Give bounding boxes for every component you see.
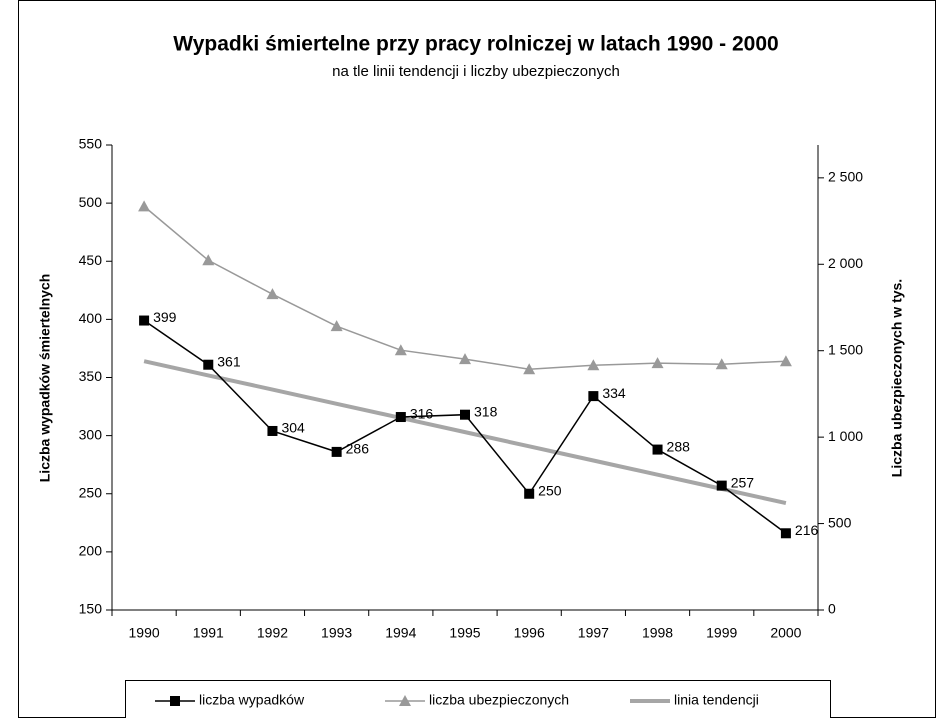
data-label: 334 xyxy=(602,385,626,401)
y-axis-title: Liczba wypadków śmiertelnych xyxy=(37,274,53,483)
point-marker xyxy=(170,696,180,706)
data-label: 286 xyxy=(346,441,370,457)
x-tick-label: 1999 xyxy=(706,625,737,641)
point-marker xyxy=(588,391,599,402)
chart-title: Wypadki śmiertelne przy pracy rolniczej … xyxy=(173,33,778,56)
point-marker xyxy=(202,254,215,266)
point-marker xyxy=(394,344,407,356)
x-tick-label: 1994 xyxy=(385,625,416,641)
point-marker xyxy=(716,480,727,491)
point-marker xyxy=(331,446,342,457)
data-label: 216 xyxy=(795,522,819,538)
chart-subtitle: na tle linii tendencji i liczby ubezpiec… xyxy=(332,63,620,80)
y-tick-label: 450 xyxy=(79,252,103,268)
point-marker xyxy=(203,359,214,370)
point-marker xyxy=(651,357,664,369)
y-tick-label: 300 xyxy=(79,426,103,442)
data-label: 257 xyxy=(731,474,755,490)
point-marker xyxy=(459,353,471,365)
y-tick-label: 200 xyxy=(79,543,103,559)
point-marker xyxy=(523,363,536,375)
x-tick-label: 1993 xyxy=(321,625,352,641)
data-label: 250 xyxy=(538,482,562,498)
series-line xyxy=(143,359,787,506)
point-marker xyxy=(330,320,343,332)
y-tick-label: 400 xyxy=(79,310,103,326)
data-label: 304 xyxy=(281,420,305,436)
legend-box xyxy=(125,680,831,718)
data-label: 316 xyxy=(410,406,434,422)
point-marker xyxy=(715,358,728,370)
point-marker xyxy=(138,200,151,212)
point-marker xyxy=(779,355,792,367)
legend-label: liczba ubezpieczonych xyxy=(429,692,569,708)
point-marker xyxy=(587,359,600,371)
point-marker xyxy=(139,315,150,326)
x-tick-label: 2000 xyxy=(770,625,801,641)
point-marker xyxy=(780,528,791,539)
point-marker xyxy=(524,488,535,499)
data-label: 361 xyxy=(217,353,241,369)
point-marker xyxy=(266,288,279,300)
data-label: 399 xyxy=(153,309,177,325)
x-tick-label: 1990 xyxy=(129,625,160,641)
y2-tick-label: 1 500 xyxy=(828,341,863,357)
y-tick-label: 250 xyxy=(79,484,103,500)
y2-tick-label: 2 500 xyxy=(828,169,863,185)
y-tick-label: 550 xyxy=(79,136,103,152)
x-tick-label: 1992 xyxy=(257,625,288,641)
y-tick-label: 350 xyxy=(79,368,103,384)
x-tick-label: 1997 xyxy=(578,625,609,641)
x-tick-label: 1998 xyxy=(642,625,673,641)
point-marker xyxy=(267,425,278,436)
point-marker xyxy=(395,412,406,423)
point-marker xyxy=(399,695,411,706)
legend-label: liczba wypadków xyxy=(199,692,305,708)
point-marker xyxy=(460,409,470,420)
y-tick-label: 150 xyxy=(79,601,103,617)
y-tick-label: 500 xyxy=(79,194,103,210)
y2-tick-label: 500 xyxy=(828,514,852,530)
x-tick-label: 1996 xyxy=(514,625,545,641)
y2-tick-label: 2 000 xyxy=(828,255,863,271)
x-tick-label: 1991 xyxy=(193,625,224,641)
y2-axis-title: Liczba ubezpieczonych w tys. xyxy=(889,279,905,477)
x-tick-label: 1995 xyxy=(449,625,480,641)
y2-tick-label: 0 xyxy=(828,601,836,617)
point-marker xyxy=(652,444,663,455)
plot-area xyxy=(112,145,818,610)
y2-tick-label: 1 000 xyxy=(828,428,863,444)
data-label: 318 xyxy=(474,403,498,419)
legend-label: linia tendencji xyxy=(674,692,759,708)
data-label: 288 xyxy=(667,438,691,454)
